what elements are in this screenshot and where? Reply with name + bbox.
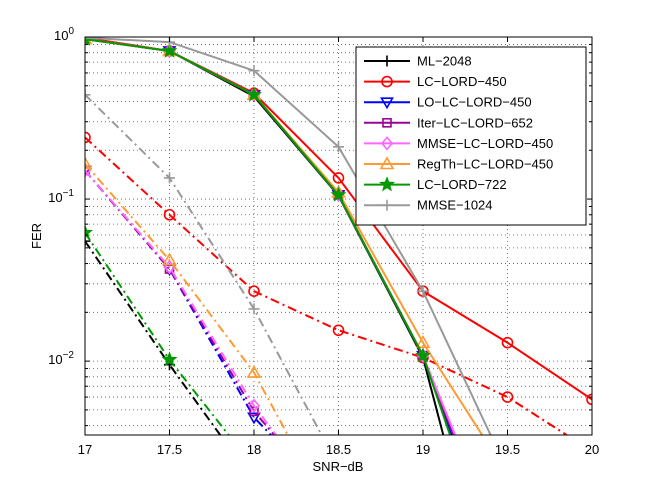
- data-point: [330, 186, 347, 202]
- data-point: [85, 37, 93, 46]
- data-point: [247, 412, 261, 425]
- data-point: [164, 172, 175, 184]
- legend-marker: [382, 118, 392, 128]
- y-tick-label: 10−2: [48, 350, 74, 367]
- y-tick-label: 100: [54, 26, 74, 43]
- series-dashdot-line: [85, 163, 289, 435]
- legend-entry: ML−2048: [364, 54, 472, 69]
- legend-label: RegTh−LC−LORD−450: [417, 157, 553, 172]
- series-line: [85, 38, 451, 435]
- legend-label: LC−LORD−722: [417, 177, 507, 192]
- y-tick-label: 10−1: [48, 188, 74, 205]
- legend-label: MMSE−LC−LORD−450: [417, 136, 553, 151]
- x-axis-label: SNR−dB: [313, 459, 364, 474]
- data-point: [248, 285, 260, 298]
- legend-entry: LC−LORD−450: [364, 74, 507, 89]
- data-point: [332, 324, 345, 337]
- series-dashdot-line: [85, 169, 277, 435]
- legend-box: [355, 46, 587, 226]
- data-point: [161, 351, 178, 367]
- x-tick-label: 17.5: [157, 442, 182, 457]
- data-point: [415, 335, 431, 348]
- legend-label: MMSE−1024: [417, 198, 493, 213]
- data-point: [246, 364, 262, 378]
- legend-marker: [380, 136, 394, 151]
- data-point: [417, 285, 429, 297]
- legend-label: LC−LORD−450: [417, 74, 507, 89]
- y-axis-label: FER: [29, 223, 44, 249]
- data-point: [586, 393, 592, 406]
- series-line: [85, 37, 492, 435]
- x-tick-labels: 17 17.5 18 18.5 19 19.5 20: [78, 442, 599, 457]
- y-tick-labels: 10−2 10−1 100: [48, 26, 74, 367]
- data-point: [162, 252, 177, 266]
- x-tick-label: 19.5: [495, 442, 520, 457]
- legend: ML−2048 LC−LORD−450 LO−LC−LORD−450 Iter−LC−…: [355, 46, 587, 226]
- x-tick-label: 19: [416, 442, 430, 457]
- legend-marker: [379, 176, 395, 192]
- data-point: [85, 235, 91, 247]
- legend-label: ML−2048: [417, 54, 472, 69]
- legend-entry: MMSE−1024: [364, 198, 493, 213]
- legend-entry: LC−LORD−722: [364, 176, 507, 192]
- legend-marker: [381, 75, 393, 88]
- data-point: [85, 37, 91, 44]
- legend-marker: [381, 55, 393, 67]
- x-tick-label: 17: [78, 442, 92, 457]
- legend-entry: RegTh−LC−LORD−450: [364, 156, 553, 172]
- data-point: [333, 141, 344, 153]
- data-point: [248, 65, 260, 77]
- data-point: [332, 172, 345, 184]
- series-layer: [85, 37, 592, 435]
- legend-marker: [380, 97, 394, 110]
- series-group: [85, 37, 451, 435]
- legend-marker: [379, 156, 395, 170]
- legend-entry: MMSE−LC−LORD−450: [364, 136, 553, 151]
- x-tick-label: 18.5: [326, 442, 351, 457]
- series-dashdot-line: [85, 136, 568, 435]
- axis-ticks: [84, 36, 593, 435]
- data-point: [85, 165, 92, 178]
- series-dashdot-line: [85, 94, 323, 435]
- data-point: [85, 131, 91, 144]
- x-tick-label: 18: [247, 442, 261, 457]
- data-point: [501, 391, 514, 403]
- data-point: [248, 303, 260, 315]
- series-group: [85, 37, 492, 435]
- data-point: [161, 42, 178, 58]
- legend-entry: LO−LC−LORD−450: [364, 95, 532, 110]
- x-tick-label: 20: [585, 442, 599, 457]
- data-point: [415, 347, 431, 363]
- data-point: [247, 398, 261, 414]
- legend-marker: [381, 199, 393, 211]
- legend-label: LO−LC−LORD−450: [417, 95, 532, 110]
- data-point: [163, 208, 176, 221]
- data-point: [246, 86, 262, 102]
- data-point: [501, 336, 514, 349]
- legend-entry: Iter−LC−LORD−652: [364, 115, 533, 130]
- legend-label: Iter−LC−LORD−652: [417, 115, 533, 130]
- data-point: [85, 156, 93, 170]
- data-point: [85, 89, 91, 101]
